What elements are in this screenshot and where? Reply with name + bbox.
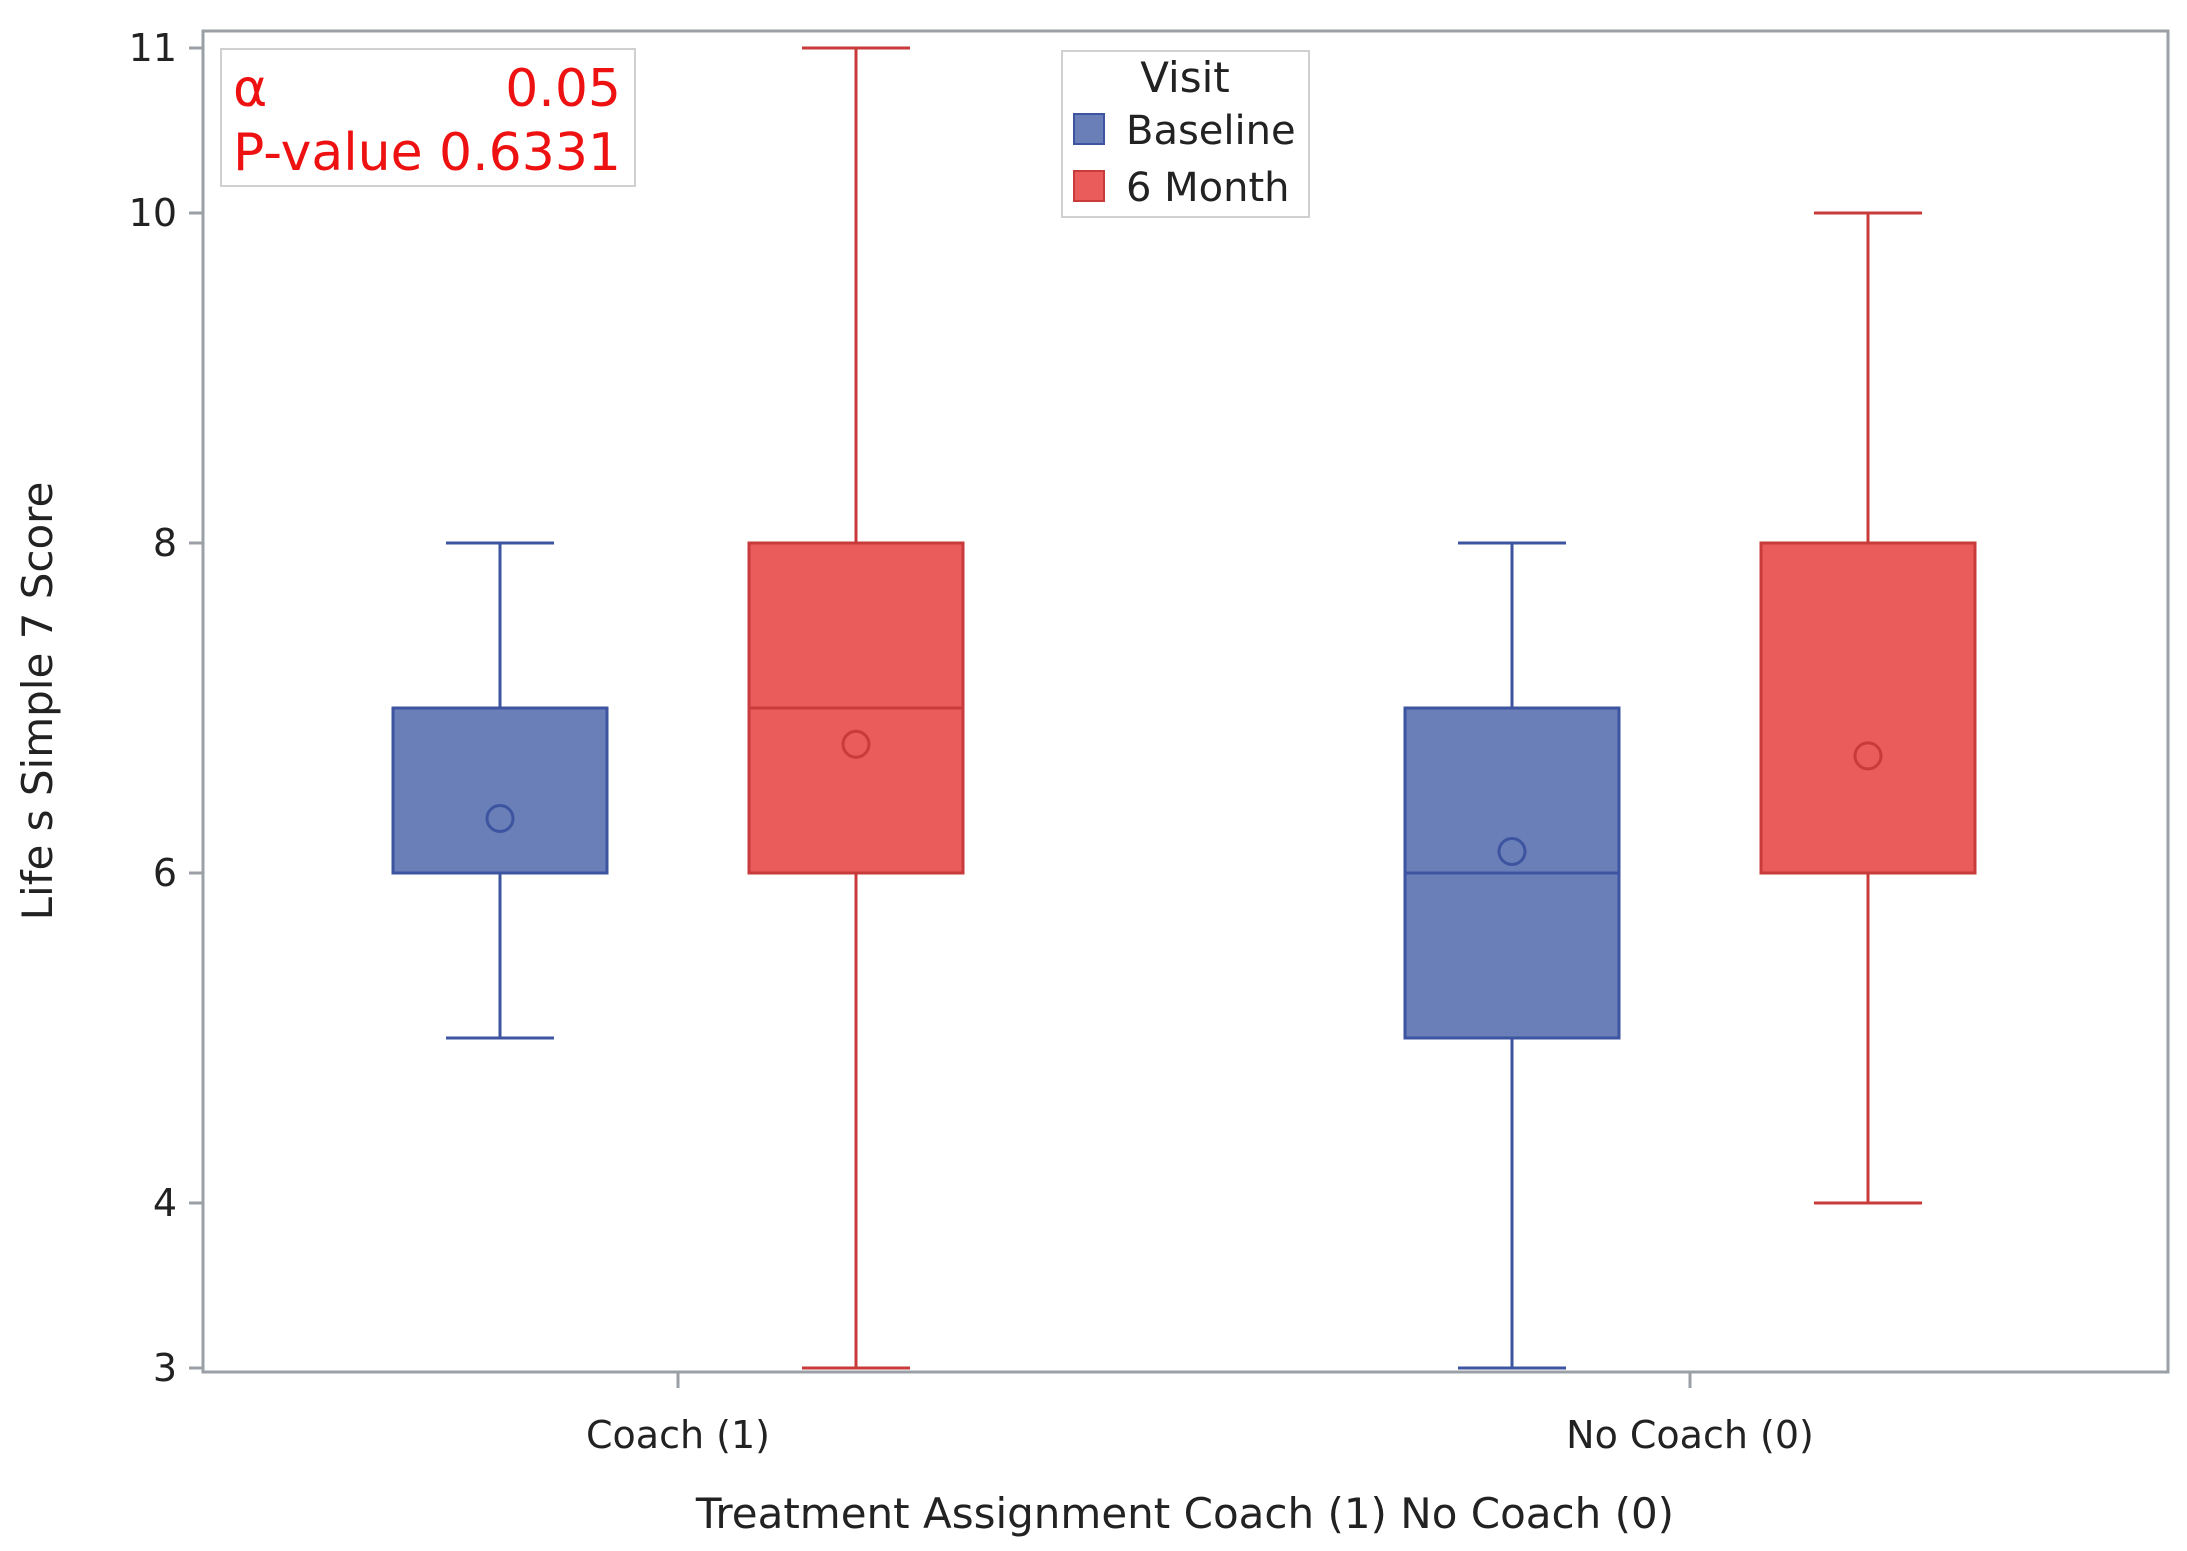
plot-frame [201, 29, 2170, 1374]
y-axis-title: Life s Simple 7 Score [13, 482, 62, 921]
x-axis-title: Treatment Assignment Coach (1) No Coach … [695, 1489, 1674, 1538]
legend-swatch-baseline [1073, 113, 1105, 145]
alpha-label: α [233, 59, 267, 119]
mean-marker [1497, 837, 1527, 867]
box-6-month [747, 46, 965, 1370]
x-axis: Coach (1) No Coach (0) [586, 1372, 1814, 1457]
y-tick-label: 6 [153, 851, 177, 895]
legend: Visit Baseline 6 Month [1061, 50, 1310, 218]
y-tick-label: 4 [153, 1181, 177, 1225]
box-series [391, 46, 1977, 1370]
mean-marker [485, 804, 515, 834]
y-axis: 3 4 6 8 10 11 [129, 26, 203, 1390]
y-tick-label: 3 [153, 1346, 177, 1390]
legend-label-baseline: Baseline [1126, 108, 1296, 154]
legend-label-6-month: 6 Month [1126, 165, 1290, 211]
x-tick-label: No Coach (0) [1566, 1413, 1814, 1457]
x-tick-label: Coach (1) [586, 1413, 770, 1457]
stats-annotation: α 0.05 P-value 0.6331 [220, 48, 636, 187]
legend-swatch-6-month [1073, 170, 1105, 202]
mean-marker [1853, 741, 1883, 771]
box-iqr [1759, 541, 1977, 875]
p-value-label: P-value [233, 123, 423, 183]
legend-title: Visit [1140, 53, 1230, 102]
p-value-value: 0.6331 [439, 123, 621, 183]
mean-marker [841, 729, 871, 759]
y-tick-label: 11 [129, 26, 177, 70]
y-tick-label: 10 [129, 191, 177, 235]
box-iqr [391, 706, 609, 875]
alpha-value: 0.05 [505, 59, 621, 119]
box-6-month [1759, 211, 1977, 1205]
box-baseline [391, 541, 609, 1040]
box-baseline [1403, 541, 1621, 1370]
y-tick-label: 8 [153, 521, 177, 565]
stats-annotation-box [220, 48, 636, 187]
